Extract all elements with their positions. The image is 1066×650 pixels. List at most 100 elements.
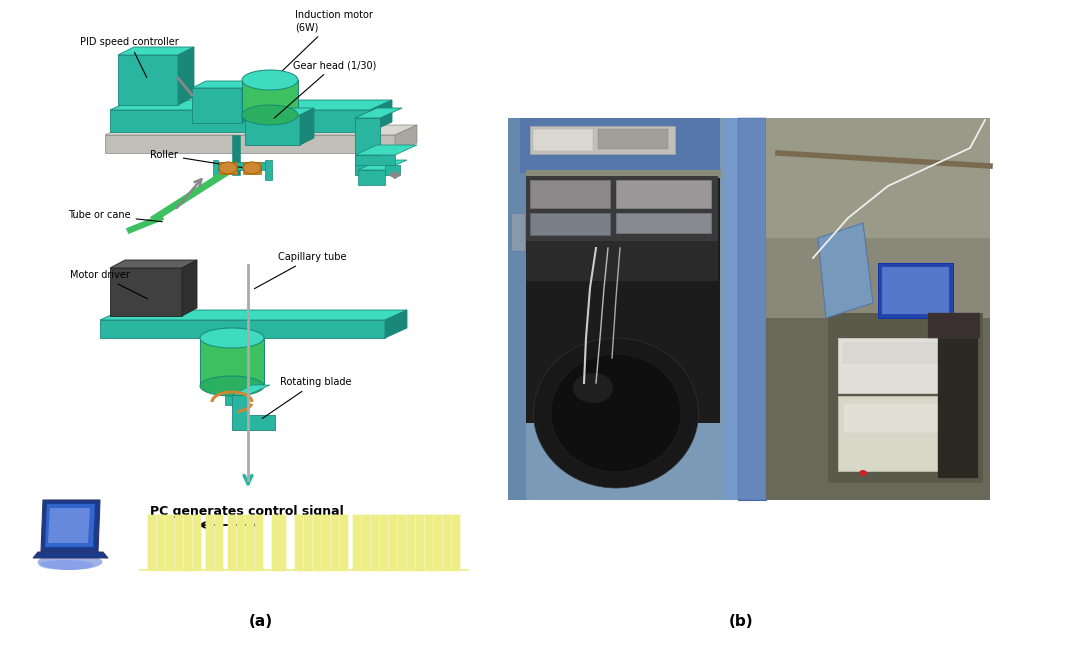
Polygon shape — [213, 160, 219, 180]
Bar — [598, 129, 668, 149]
Polygon shape — [434, 515, 441, 570]
Text: Rotating blade: Rotating blade — [262, 377, 352, 419]
Bar — [520, 173, 720, 423]
Polygon shape — [104, 125, 417, 135]
Polygon shape — [358, 170, 385, 185]
Ellipse shape — [242, 105, 298, 125]
Text: Motor driver: Motor driver — [70, 270, 147, 299]
Polygon shape — [407, 515, 414, 570]
Text: Gear head (1/30): Gear head (1/30) — [274, 60, 376, 118]
Text: PID speed controller: PID speed controller — [80, 37, 179, 77]
Polygon shape — [166, 515, 173, 570]
Text: (a): (a) — [249, 614, 273, 629]
Ellipse shape — [200, 328, 264, 348]
Bar — [508, 118, 526, 500]
Bar — [526, 176, 718, 241]
Ellipse shape — [37, 554, 102, 570]
Text: Roller: Roller — [150, 150, 242, 168]
Ellipse shape — [200, 376, 264, 396]
Polygon shape — [295, 515, 302, 570]
Polygon shape — [355, 145, 417, 155]
Bar — [526, 170, 721, 178]
Polygon shape — [300, 108, 314, 145]
Bar — [738, 118, 766, 500]
Polygon shape — [443, 515, 450, 570]
Polygon shape — [232, 135, 240, 175]
Text: (b): (b) — [728, 614, 754, 629]
Polygon shape — [370, 100, 392, 132]
Polygon shape — [385, 310, 407, 338]
Polygon shape — [110, 110, 370, 132]
Polygon shape — [118, 47, 194, 55]
Bar — [520, 118, 720, 173]
Text: Capillary tube: Capillary tube — [255, 252, 346, 289]
Polygon shape — [313, 515, 320, 570]
Bar — [726, 118, 748, 500]
Bar — [928, 313, 980, 338]
Polygon shape — [353, 515, 360, 570]
Bar — [938, 338, 978, 478]
Polygon shape — [242, 81, 256, 123]
Bar — [530, 180, 610, 208]
Bar — [878, 263, 953, 318]
Polygon shape — [395, 125, 417, 153]
Bar — [533, 129, 593, 151]
Polygon shape — [200, 338, 264, 386]
Polygon shape — [340, 515, 348, 570]
Bar — [766, 318, 990, 500]
Text: Induction motor
(6W): Induction motor (6W) — [280, 10, 373, 73]
Polygon shape — [332, 515, 338, 570]
Polygon shape — [265, 160, 272, 180]
Polygon shape — [232, 385, 270, 395]
Polygon shape — [100, 310, 407, 320]
Polygon shape — [178, 47, 194, 105]
Polygon shape — [358, 160, 407, 170]
Polygon shape — [110, 260, 197, 268]
Polygon shape — [255, 515, 262, 570]
Polygon shape — [245, 108, 314, 115]
Polygon shape — [110, 268, 182, 316]
Bar — [843, 403, 943, 433]
Polygon shape — [371, 515, 378, 570]
Polygon shape — [385, 165, 400, 175]
Bar — [843, 343, 943, 363]
Text: PC generates control signal: PC generates control signal — [150, 505, 343, 518]
Ellipse shape — [551, 354, 681, 472]
Ellipse shape — [859, 470, 867, 476]
Polygon shape — [237, 515, 244, 570]
Polygon shape — [355, 118, 379, 175]
Polygon shape — [389, 515, 395, 570]
Polygon shape — [192, 88, 242, 123]
Bar — [526, 241, 718, 281]
Polygon shape — [398, 515, 405, 570]
Text: Tube or cane: Tube or cane — [68, 210, 162, 222]
Bar — [508, 118, 743, 500]
Polygon shape — [243, 162, 261, 174]
Polygon shape — [33, 552, 108, 558]
Ellipse shape — [533, 338, 698, 488]
Polygon shape — [355, 108, 402, 118]
Polygon shape — [232, 395, 275, 430]
Ellipse shape — [243, 162, 261, 174]
Polygon shape — [245, 115, 300, 145]
Polygon shape — [104, 135, 395, 153]
Ellipse shape — [574, 373, 613, 403]
Bar — [766, 118, 990, 238]
Polygon shape — [818, 223, 873, 318]
Polygon shape — [192, 81, 256, 88]
Polygon shape — [242, 80, 298, 115]
Polygon shape — [362, 515, 369, 570]
Polygon shape — [48, 508, 90, 543]
Bar — [530, 126, 675, 154]
Polygon shape — [272, 515, 285, 570]
Polygon shape — [193, 515, 200, 570]
Polygon shape — [148, 515, 155, 570]
Polygon shape — [246, 515, 253, 570]
Ellipse shape — [219, 162, 237, 174]
Polygon shape — [355, 155, 395, 165]
Bar — [766, 118, 990, 500]
Polygon shape — [416, 515, 423, 570]
Polygon shape — [41, 500, 100, 552]
Bar — [838, 338, 948, 393]
Bar — [838, 396, 948, 471]
